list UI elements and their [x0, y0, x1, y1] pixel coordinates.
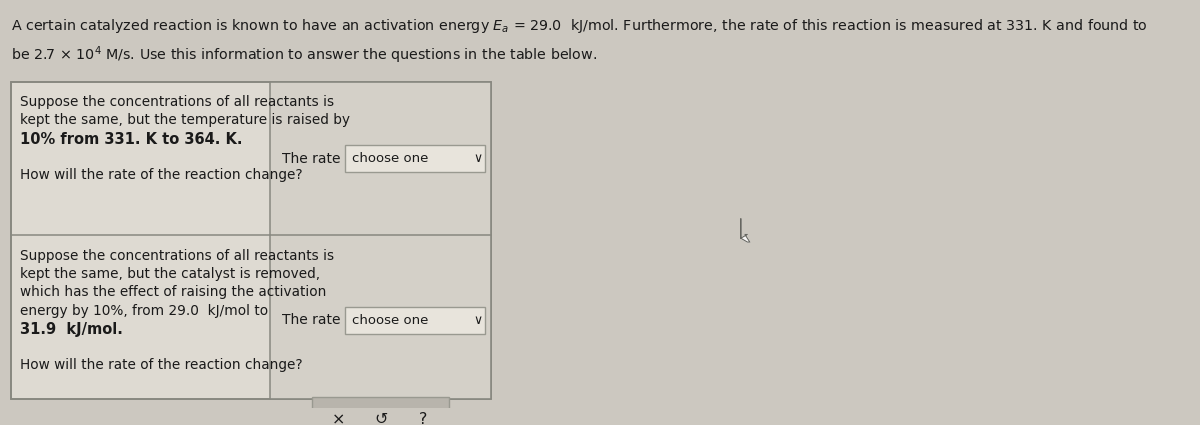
- Bar: [346, 145, 485, 172]
- Text: choose one: choose one: [352, 314, 428, 327]
- Text: ∨: ∨: [473, 314, 482, 327]
- Text: ∨: ∨: [473, 152, 482, 165]
- Bar: [312, 397, 450, 425]
- Text: kept the same, but the temperature is raised by: kept the same, but the temperature is ra…: [19, 113, 349, 128]
- Bar: [270, 82, 491, 235]
- Text: A certain catalyzed reaction is known to have an activation energy $E_a$ = 29.0 : A certain catalyzed reaction is known to…: [12, 17, 1148, 35]
- Text: ?: ?: [419, 412, 427, 425]
- Bar: [12, 82, 491, 399]
- Text: Suppose the concentrations of all reactants is: Suppose the concentrations of all reacta…: [19, 95, 334, 109]
- Text: ×: ×: [331, 412, 344, 425]
- Bar: [346, 307, 485, 334]
- Text: How will the rate of the reaction change?: How will the rate of the reaction change…: [19, 168, 302, 182]
- Text: The rate will: The rate will: [282, 313, 367, 327]
- Bar: [12, 82, 491, 399]
- Text: be 2.7 $\times$ 10$^4$ M/s. Use this information to answer the questions in the : be 2.7 $\times$ 10$^4$ M/s. Use this inf…: [12, 44, 598, 66]
- Text: The rate will: The rate will: [282, 151, 367, 165]
- Text: kept the same, but the catalyst is removed,: kept the same, but the catalyst is remov…: [19, 267, 319, 281]
- Bar: [270, 235, 491, 399]
- Text: 10% from 331. K to 364. K.: 10% from 331. K to 364. K.: [19, 132, 242, 147]
- Text: 31.9  kJ/mol.: 31.9 kJ/mol.: [19, 322, 122, 337]
- Polygon shape: [740, 219, 750, 242]
- Text: which has the effect of raising the activation: which has the effect of raising the acti…: [19, 285, 326, 299]
- Text: Suppose the concentrations of all reactants is: Suppose the concentrations of all reacta…: [19, 249, 334, 263]
- Text: energy by 10%, from 29.0  kJ/mol to: energy by 10%, from 29.0 kJ/mol to: [19, 303, 268, 317]
- Text: How will the rate of the reaction change?: How will the rate of the reaction change…: [19, 358, 302, 372]
- Text: ↺: ↺: [374, 412, 388, 425]
- Text: choose one: choose one: [352, 152, 428, 165]
